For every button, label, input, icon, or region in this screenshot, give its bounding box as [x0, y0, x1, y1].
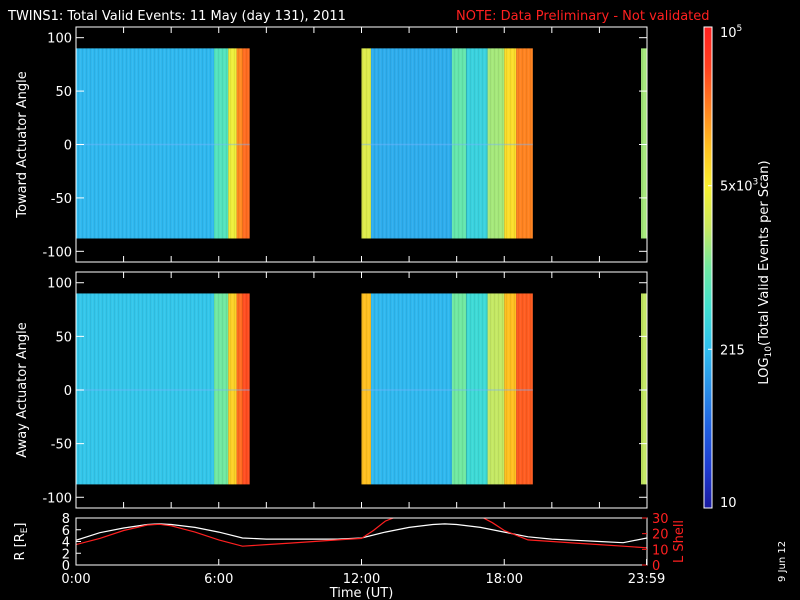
y-tick-label: 100 — [47, 32, 72, 47]
colorbar-tick-label: 105 — [720, 24, 742, 41]
y-tick-label: -100 — [42, 245, 72, 260]
y-tick-label: 50 — [55, 330, 72, 345]
colorbar-tick-label: 215 — [720, 343, 745, 358]
x-tick-label: 0:00 — [61, 572, 90, 587]
colorbar-tick-label: 5x103 — [720, 178, 758, 195]
y-axis-label: Toward Actuator Angle — [15, 71, 30, 218]
y-tick-label: 6 — [62, 524, 70, 539]
heatmap-texture-2 — [641, 48, 647, 239]
x-tick-label: 18:00 — [486, 572, 523, 587]
y-tick-label: 0 — [62, 559, 70, 574]
heatmap-texture-0 — [76, 293, 250, 485]
y-tick-label: 8 — [62, 512, 70, 527]
colorbar-label: LOG10(Total Valid Events per Scan) — [757, 160, 774, 384]
y-tick-label: 0 — [64, 139, 72, 154]
orbit-line-r — [76, 523, 647, 544]
y-tick-label: 0 — [64, 384, 72, 399]
heatmap-texture-1 — [361, 293, 533, 485]
y-axis-label: Away Actuator Angle — [15, 322, 30, 457]
colorbar: 10 215 5x103 105 LOG10(Total Valid Events pe… — [703, 24, 774, 511]
y2-tick-label: 30 — [652, 512, 669, 527]
x-axis-label: Time (UT) — [329, 586, 394, 600]
preliminary-note: NOTE: Data Preliminary - Not validated — [456, 9, 710, 24]
y-tick-label: 50 — [55, 85, 72, 100]
x-tick-label: 23:59 — [628, 572, 665, 587]
x-tick-label: 12:00 — [343, 572, 380, 587]
y2-tick-label: 0 — [652, 559, 660, 574]
heatmap-texture-0 — [76, 48, 250, 239]
main-title: TWINS1: Total Valid Events: 11 May (day … — [7, 9, 346, 24]
away-angle-panel: 100 50 0 -50 -100 Away Actuator Angle — [15, 271, 648, 509]
orbit-line-l — [76, 518, 647, 549]
date-stamp: 9 Jun 12 — [777, 541, 788, 582]
y-tick-label: 100 — [47, 277, 72, 292]
y-tick-label: -50 — [51, 438, 72, 453]
heatmap-texture-2 — [641, 293, 647, 485]
y-axis-label: R [RE] — [13, 522, 30, 560]
x-tick-label: 6:00 — [204, 572, 233, 587]
y2-tick-label: 10 — [652, 543, 669, 558]
toward-angle-panel: 100 50 0 -50 -100 Toward Actuator Angle — [15, 26, 648, 263]
y-tick-label: 4 — [62, 536, 70, 551]
y-tick-label: 2 — [62, 547, 70, 562]
y2-tick-label: 20 — [652, 528, 669, 543]
colorbar-tick-label: 10 — [720, 496, 737, 511]
y-tick-label: -100 — [42, 491, 72, 506]
y-tick-label: -50 — [51, 192, 72, 207]
heatmap-texture-1 — [361, 48, 533, 239]
y2-axis-label: L Shell — [672, 520, 687, 563]
colorbar-gradient — [703, 26, 713, 509]
